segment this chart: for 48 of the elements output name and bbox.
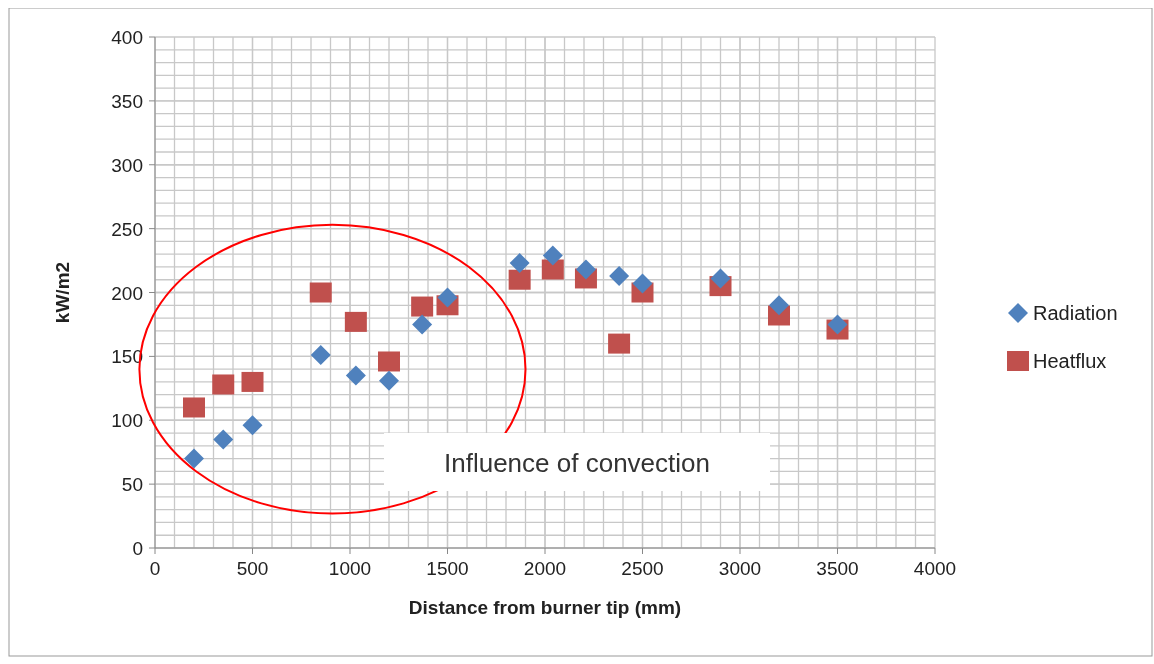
point	[213, 429, 234, 450]
y-tick-label: 250	[111, 218, 143, 240]
x-tick-label: 4000	[913, 558, 957, 579]
y-axis-title: kW/m2	[52, 261, 73, 324]
y-tick-label: 100	[111, 410, 143, 432]
x-tick-label: 2000	[523, 558, 567, 579]
x-tick-label: 1500	[426, 558, 469, 579]
point	[344, 311, 367, 332]
x-tick-label: 0	[149, 558, 161, 579]
x-tick-label: 500	[236, 558, 269, 579]
y-tick-label: 200	[111, 282, 143, 304]
point	[241, 371, 264, 392]
point	[378, 351, 400, 372]
point	[212, 374, 235, 395]
point	[411, 296, 434, 317]
point	[769, 295, 789, 316]
point	[437, 287, 458, 308]
x-tick-label: 2500	[621, 558, 664, 579]
point	[184, 448, 204, 469]
point	[542, 245, 563, 266]
point	[379, 370, 399, 391]
legend-label: Radiation	[1033, 302, 1118, 324]
point	[509, 253, 530, 274]
y-tick-label: 350	[111, 90, 143, 112]
y-tick-label: 0	[132, 538, 143, 559]
point	[710, 268, 731, 289]
x-tick-label: 3000	[718, 558, 762, 579]
point	[183, 397, 205, 418]
point	[345, 365, 366, 386]
point	[242, 415, 263, 436]
x-tick-label: 3500	[816, 558, 859, 579]
point	[508, 269, 531, 290]
point	[575, 259, 596, 280]
point	[309, 282, 332, 303]
point	[608, 333, 631, 354]
y-tick-label: 50	[121, 474, 143, 496]
point	[310, 345, 331, 366]
point	[541, 259, 564, 280]
x-axis-title: Distance from burner tip (mm)	[408, 597, 682, 618]
point	[412, 314, 433, 335]
point	[609, 265, 630, 286]
y-tick-label: 400	[111, 27, 143, 48]
y-tick-label: 300	[111, 154, 143, 176]
point	[827, 314, 848, 335]
point	[632, 273, 653, 294]
x-tick-label: 1000	[328, 558, 372, 579]
legend-label: Heatflux	[1033, 350, 1107, 372]
annotation: Influence of convection	[444, 448, 710, 478]
